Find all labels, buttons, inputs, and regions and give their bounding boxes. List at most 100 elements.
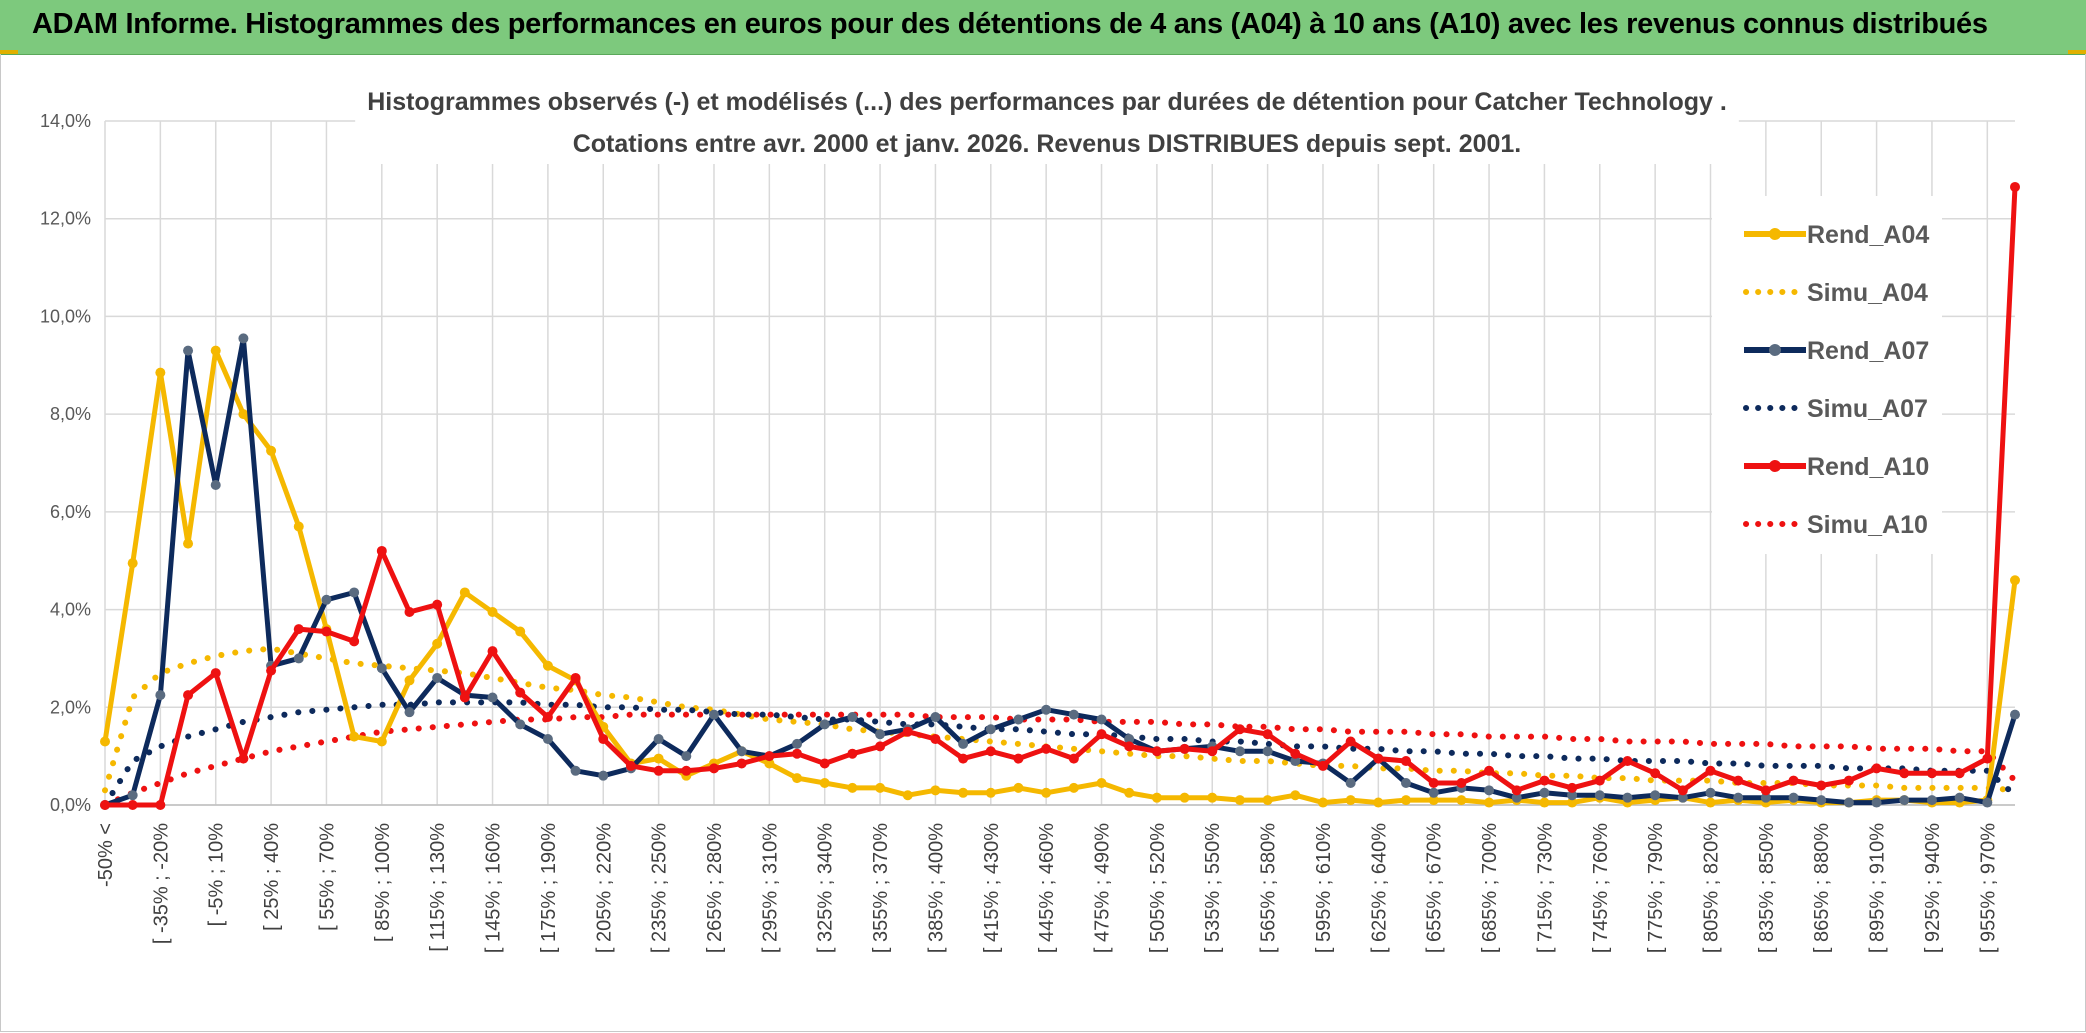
series-simu-a07-line <box>102 699 2018 808</box>
series-rend-a07-point <box>1622 792 1633 803</box>
series-rend-a07-point <box>1013 714 1024 725</box>
series-rend-a07-point <box>985 724 996 735</box>
series-rend-a04-point <box>127 558 138 569</box>
series-rend-a07-point <box>1733 792 1744 803</box>
series-rend-a04-point <box>183 538 194 549</box>
y-tick-label: 10,0% <box>40 306 91 326</box>
series-rend-a04-point <box>2010 575 2020 586</box>
series-rend-a10-point <box>1151 746 1162 757</box>
series-rend-a07-point <box>1262 746 1273 757</box>
legend-marker-rend-a04 <box>1769 228 1781 240</box>
series-rend-a10-point <box>847 748 858 759</box>
legend-marker-rend-a07 <box>1769 344 1781 356</box>
series-rend-a10-point <box>238 753 249 764</box>
series-rend-a10-point <box>376 545 387 556</box>
series-rend-a10-point <box>1179 743 1190 754</box>
x-tick-label: [ 895% ; 910% <box>1867 823 1889 953</box>
y-tick-label: 4,0% <box>50 600 91 620</box>
chart-title-background <box>355 80 1739 164</box>
series-rend-a10-point <box>349 636 360 647</box>
series-rend-a07-point <box>1345 778 1356 789</box>
series-rend-a04-point <box>930 785 941 796</box>
series-rend-a10-point <box>1677 785 1688 796</box>
series-rend-a10-point <box>459 692 470 703</box>
x-tick-label: [ 265% ; 280% <box>704 823 726 953</box>
series-rend-a07-point <box>1982 797 1993 808</box>
series-rend-a04-line <box>102 348 2018 806</box>
series-rend-a10-point <box>1788 775 1799 786</box>
series-rend-a10-point <box>819 758 830 769</box>
x-tick-label: [ 325% ; 340% <box>815 823 837 953</box>
y-axis: 0,0% 2,0% 4,0% 6,0% 8,0% 10,0% 12,0% 14,0% <box>40 111 91 815</box>
series-rend-a10-point <box>2010 181 2020 192</box>
x-tick-label: [ 355% ; 370% <box>870 823 892 953</box>
series-rend-a10-point <box>1843 775 1854 786</box>
series-rend-a10-point <box>404 607 415 618</box>
series-rend-a10-point <box>1317 760 1328 771</box>
series-rend-a10-point <box>1511 785 1522 796</box>
series-rend-a07-point <box>183 345 194 356</box>
x-tick-label: [ 625% ; 640% <box>1368 823 1390 953</box>
series-rend-a07-point <box>598 770 609 781</box>
series-rend-a10-point <box>1484 765 1495 776</box>
series-rend-a04-point <box>1484 797 1495 808</box>
series-rend-a07-point <box>570 765 581 776</box>
series-rend-a10-point <box>681 765 692 776</box>
series-rend-a04-point <box>459 587 470 598</box>
chart-title-line-2: Cotations entre avr. 2000 et janv. 2026.… <box>573 130 1522 158</box>
series-rend-a07-point <box>1677 792 1688 803</box>
series-rend-a04-point <box>902 790 913 801</box>
series-rend-a04-point <box>404 675 415 686</box>
series-rend-a04-point <box>100 736 110 747</box>
x-tick-label: [ 835% ; 850% <box>1756 823 1778 953</box>
series-rend-a04-point <box>1705 797 1716 808</box>
x-tick-label: [ 55% ; 70% <box>316 823 338 931</box>
x-axis: -50% < [ -35% ; -20% [ -5% ; 10% [ 25% ; 40… <box>95 823 1999 953</box>
y-tick-label: 14,0% <box>40 111 91 131</box>
series-rend-a07-point <box>1871 797 1882 808</box>
series-rend-a07-point <box>1234 746 1245 757</box>
series-rend-a07-point <box>321 594 332 605</box>
x-tick-label: [ 775% ; 790% <box>1645 823 1667 953</box>
observed-series <box>100 181 2020 810</box>
series-rend-a07-point <box>2010 709 2020 720</box>
series-rend-a10-point <box>155 800 166 810</box>
series-rend-a07-point <box>293 653 304 664</box>
series-rend-a10-point <box>100 800 110 810</box>
x-tick-label: [ 505% ; 520% <box>1147 823 1169 953</box>
series-rend-a04-point <box>293 521 304 532</box>
series-rend-a10-point <box>1401 756 1412 767</box>
series-rend-a10-point <box>1816 780 1827 791</box>
series-rend-a10-point <box>1262 729 1273 740</box>
legend-label-rend-a07: Rend_A07 <box>1807 337 1929 365</box>
series-rend-a04-point <box>1096 778 1107 789</box>
series-rend-a10-point <box>902 726 913 737</box>
x-tick-label: [ 805% ; 820% <box>1701 823 1723 953</box>
series-rend-a07-point <box>1290 756 1301 767</box>
series-rend-a07-point <box>1843 797 1854 808</box>
series-rend-a07-point <box>792 738 803 749</box>
series-rend-a10-point <box>1041 743 1052 754</box>
series-rend-a04-point <box>155 367 166 378</box>
legend-background <box>1712 196 1942 554</box>
series-rend-a07-point <box>487 692 498 703</box>
series-rend-a04-point <box>875 782 886 793</box>
series-rend-a10-point <box>1871 763 1882 774</box>
x-tick-label: [ 175% ; 190% <box>538 823 560 953</box>
x-tick-label: [ 925% ; 940% <box>1922 823 1944 953</box>
series-rend-a10-point <box>127 800 138 810</box>
series-rend-a07-point <box>404 707 415 718</box>
corner-accent-right <box>2068 50 2086 54</box>
y-tick-label: 12,0% <box>40 209 91 229</box>
series-rend-a07-point <box>1068 709 1079 720</box>
series-rend-a07-point <box>1594 790 1605 801</box>
series-rend-a10-point <box>875 741 886 752</box>
series-rend-a07-point <box>681 751 692 762</box>
x-tick-label: [ 535% ; 550% <box>1202 823 1224 953</box>
series-rend-a07-point <box>155 690 166 701</box>
series-rend-a07-point <box>1705 787 1716 798</box>
series-rend-a04-point <box>985 787 996 798</box>
x-tick-label: [ 745% ; 760% <box>1590 823 1612 953</box>
legend-label-simu-a07: Simu_A07 <box>1807 395 1928 423</box>
x-tick-label: [ 655% ; 670% <box>1424 823 1446 953</box>
